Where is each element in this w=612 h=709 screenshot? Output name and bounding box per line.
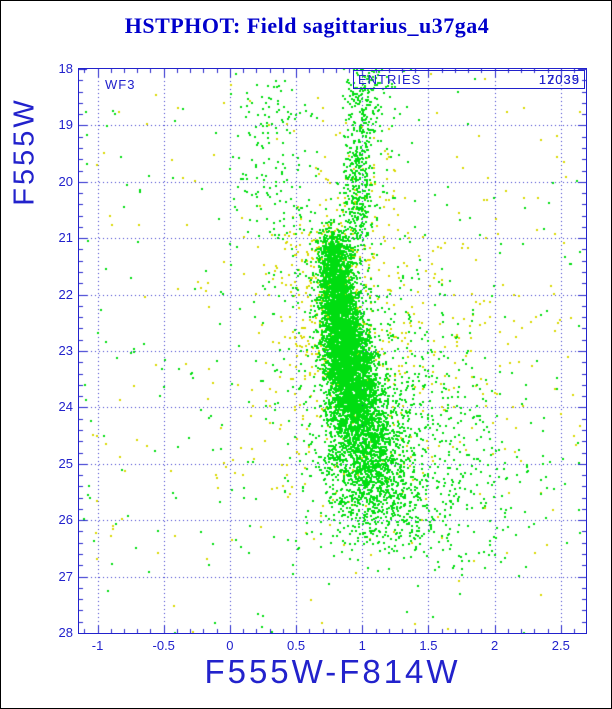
- x-tick-label: 0.5: [287, 638, 306, 653]
- scatter-canvas: [79, 69, 586, 633]
- entries-box: ENTRIES 12039 17035: [353, 70, 585, 89]
- y-tick-label: 23: [58, 343, 73, 358]
- x-tick-label: -0.5: [152, 638, 175, 653]
- plot-area: WF3 ENTRIES 12039 17035: [78, 68, 587, 634]
- x-tick-label: 1.5: [419, 638, 438, 653]
- detector-label: WF3: [105, 77, 136, 92]
- x-tick-label: -1: [91, 638, 104, 653]
- y-tick-label: 19: [58, 117, 73, 133]
- y-tick-label: 18: [58, 61, 73, 76]
- entries-value-primary: 12039: [538, 72, 580, 87]
- y-tick-label: 28: [58, 625, 73, 640]
- x-axis-label: F555W-F814W: [204, 653, 461, 690]
- y-tick-label: 27: [58, 568, 73, 584]
- y-tick-label: 25: [58, 455, 73, 471]
- y-tick-label: 26: [58, 512, 73, 528]
- y-tick-label: 22: [58, 286, 73, 302]
- y-tick-label: 24: [58, 399, 73, 415]
- x-tick-label: 0: [226, 638, 234, 653]
- y-tick-label: 20: [58, 173, 73, 189]
- x-tick-label: 2.5: [551, 638, 570, 653]
- y-tick-label: 21: [58, 230, 73, 246]
- page-title: HSTPHOT: Field sagittarius_u37ga4: [124, 13, 490, 38]
- x-tick-label: 1: [358, 638, 366, 653]
- y-axis-label: F555W: [8, 97, 41, 206]
- entries-value: 12039 17035: [534, 72, 580, 87]
- entries-label: ENTRIES: [358, 72, 422, 87]
- x-tick-label: 2: [491, 638, 499, 653]
- entries-value-overlay: 17035: [538, 72, 580, 87]
